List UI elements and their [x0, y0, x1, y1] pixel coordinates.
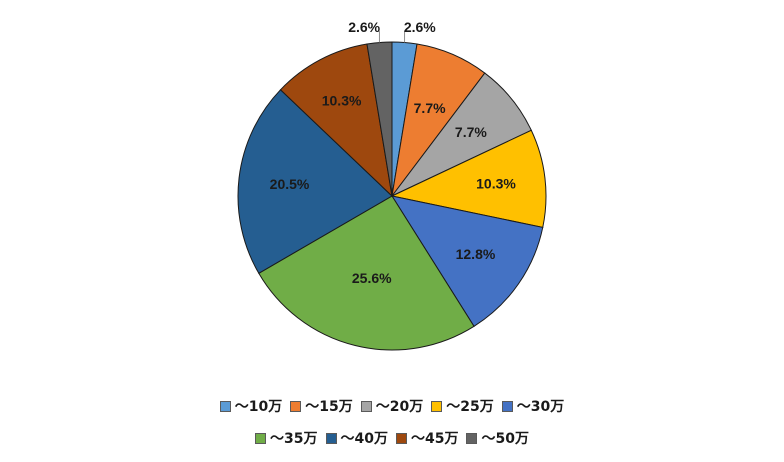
legend-label-6: ～35万	[270, 431, 318, 447]
legend-swatch-3	[360, 400, 372, 412]
legend-item-6: ～35万	[255, 428, 318, 448]
legend-item-8: ～45万	[396, 428, 458, 448]
legend-swatch-5	[501, 400, 513, 412]
pie-slice-5	[390, 195, 544, 328]
legend-item-7: ～40万	[325, 428, 388, 448]
legend-label-4: ～25万	[446, 399, 494, 415]
leader-lines	[378, 31, 406, 43]
data-label-8: 10.3%	[322, 93, 362, 109]
legend-label-2: ～15万	[305, 399, 353, 415]
legend-swatch-1	[219, 400, 231, 412]
legend-row-1: ～10万 ～15万 ～20万 ～25万 ～30万	[0, 396, 784, 416]
data-label-9: 2.6%	[348, 19, 380, 35]
pie-slice-9	[366, 41, 393, 197]
legend-row-2: ～35万 ～40万 ～45万 ～50万	[0, 428, 784, 448]
legend-item-9: ～50万	[466, 428, 529, 448]
legend-swatch-6	[255, 432, 267, 444]
legend-label-7: ～40万	[340, 431, 388, 447]
data-labels: 2.6% 7.7% 7.7% 10.3% 12.8% 25.6% 20.5% 10.3% 2.6…	[270, 19, 517, 286]
legend-swatch-2	[290, 400, 302, 412]
legend-item-5: ～30万	[501, 396, 565, 416]
legend-item-3: ～20万	[360, 396, 424, 416]
legend-label-1: ～10万	[234, 399, 283, 415]
legend-label-5: ～30万	[516, 399, 565, 415]
data-label-2: 7.7%	[414, 100, 446, 116]
legend-swatch-4	[431, 400, 443, 412]
legend-swatch-7	[325, 432, 337, 444]
legend-item-2: ～15万	[290, 396, 353, 416]
pie-slices	[237, 41, 547, 351]
legend-label-3: ～20万	[375, 399, 424, 415]
legend-item-4: ～25万	[431, 396, 494, 416]
legend-swatch-8	[396, 432, 407, 444]
data-label-7: 20.5%	[270, 176, 310, 192]
data-label-5: 12.8%	[456, 246, 496, 262]
data-label-4: 10.3%	[476, 176, 516, 192]
legend-item-1: ～10万	[219, 396, 283, 416]
pie-slice-8	[279, 43, 393, 198]
data-label-1: 2.6%	[404, 19, 436, 35]
pie-slice-6	[258, 195, 475, 351]
data-label-3: 7.7%	[455, 124, 487, 140]
legend-label-8: ～45万	[411, 431, 459, 447]
legend-swatch-9	[466, 432, 478, 444]
pie-slice-7	[237, 89, 393, 274]
legend-label-9: ～50万	[481, 431, 529, 447]
pie-slice-4	[390, 129, 547, 229]
data-label-6: 25.6%	[352, 270, 392, 286]
